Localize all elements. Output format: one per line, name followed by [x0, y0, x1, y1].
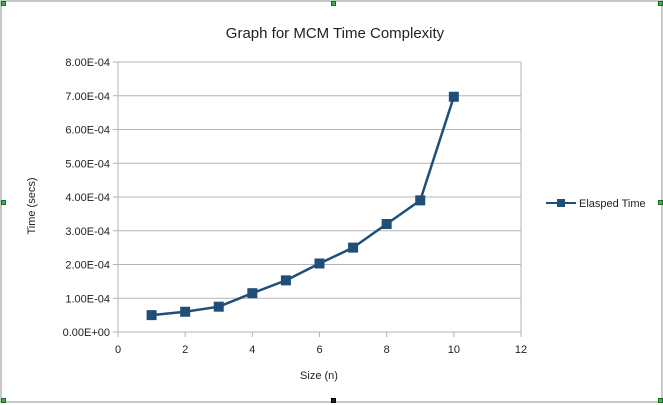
series-layer [146, 91, 459, 321]
x-tick-label: 8 [384, 344, 390, 356]
y-tick-label: 6.00E-04 [65, 125, 110, 137]
y-tick-label: 0.00E+00 [63, 327, 110, 339]
chart-title: Graph for MCM Time Complexity [226, 25, 445, 42]
data-point [348, 242, 359, 253]
selection-handle-bottom-left[interactable] [1, 398, 6, 403]
grid-lines [118, 61, 521, 333]
legend-marker [557, 199, 565, 207]
y-axis-ticks: 0.00E+00 1.00E-04 2.00E-04 3.00E-04 4.00E-04… [63, 57, 118, 339]
data-point [448, 91, 459, 102]
data-point [381, 219, 392, 229]
selection-handle-top-center[interactable] [331, 1, 336, 6]
y-tick-label: 8.00E-04 [65, 57, 110, 69]
data-point [180, 306, 191, 317]
selection-handle-bottom-right[interactable] [658, 398, 663, 403]
series-line [151, 96, 456, 317]
data-point [415, 195, 426, 206]
x-tick-label: 4 [249, 344, 255, 356]
data-point [146, 310, 157, 321]
data-point [314, 258, 325, 269]
y-tick-label: 4.00E-04 [65, 192, 110, 204]
legend: Elasped Time [546, 198, 646, 210]
selection-handle-middle-right[interactable] [658, 200, 663, 205]
x-tick-label: 2 [182, 344, 188, 356]
selection-handle-top-left[interactable] [1, 1, 6, 6]
x-tick-label: 0 [115, 344, 121, 356]
data-point [247, 288, 258, 299]
selection-handle-middle-left[interactable] [1, 200, 6, 205]
data-point [280, 275, 291, 286]
y-tick-label: 1.00E-04 [65, 293, 110, 305]
selection-handle-bottom-center[interactable] [331, 398, 336, 403]
y-tick-label: 3.00E-04 [65, 226, 110, 238]
x-axis-label: Size (n) [300, 370, 338, 382]
data-point [213, 301, 224, 312]
y-axis-label: Time (secs) [26, 177, 38, 234]
x-tick-label: 6 [316, 344, 322, 356]
y-tick-label: 2.00E-04 [65, 260, 110, 272]
y-tick-label: 7.00E-04 [65, 91, 110, 103]
x-tick-label: 10 [448, 344, 460, 356]
x-tick-label: 12 [515, 344, 527, 356]
y-tick-label: 5.00E-04 [65, 158, 110, 170]
x-axis-ticks: 0 2 4 6 8 10 12 [115, 332, 527, 356]
legend-label-elasped-time: Elasped Time [579, 198, 646, 210]
selection-handle-top-right[interactable] [658, 1, 663, 6]
